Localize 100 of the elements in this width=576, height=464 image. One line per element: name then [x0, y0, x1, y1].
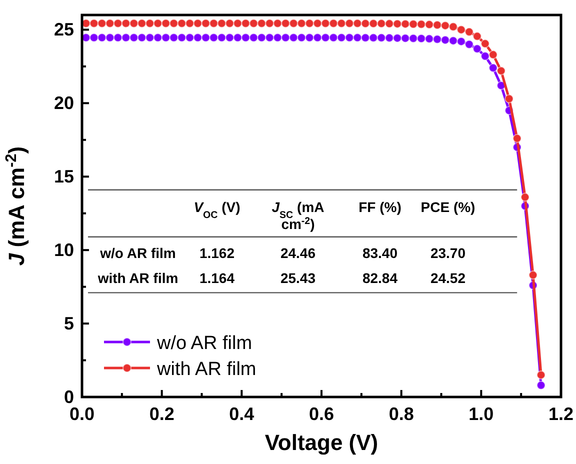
annotation: with AR film: [96, 270, 178, 286]
annotation: 1.162: [199, 244, 235, 261]
point: [432, 20, 442, 30]
point: [201, 33, 210, 42]
x-tick-label: 1.2: [548, 404, 574, 424]
point: [496, 66, 506, 76]
point: [113, 18, 122, 28]
y-tick-label: 25: [54, 20, 74, 40]
point: [368, 19, 378, 28]
annotation: J$_{SC}$ (mA cm$^{-2}$): [272, 198, 324, 232]
annotation: PCE (%): [420, 198, 476, 215]
annotation: w/o AR film: [99, 244, 176, 261]
point: [416, 34, 426, 44]
point: [472, 44, 482, 54]
point: [488, 63, 498, 72]
point: [320, 33, 330, 42]
point: [177, 18, 186, 28]
point: [424, 34, 434, 44]
point: [344, 33, 354, 42]
point: [328, 18, 338, 28]
legend-label: with AR film: [156, 359, 256, 380]
point: [217, 33, 226, 42]
point: [440, 35, 450, 44]
point: [392, 34, 402, 43]
point: [257, 33, 266, 42]
point: [400, 19, 410, 28]
point: [536, 370, 546, 380]
point: [328, 33, 338, 42]
point: [185, 18, 194, 28]
point: [352, 18, 362, 28]
point: [464, 40, 474, 49]
point: [249, 18, 258, 28]
y-tick-label: 5: [64, 314, 74, 334]
legend-label: w/o AR film: [156, 333, 252, 354]
point: [384, 33, 394, 42]
point: [368, 33, 378, 42]
point: [241, 18, 250, 28]
point: [305, 33, 314, 42]
annotation: 23.70: [430, 244, 466, 261]
point: [129, 18, 138, 28]
point: [249, 33, 258, 42]
point: [97, 33, 106, 42]
annotation: V$_{OC}$ (V): [194, 198, 240, 220]
point: [504, 94, 514, 104]
point: [480, 52, 490, 61]
annotation: 1.164: [199, 270, 235, 286]
point: [408, 34, 418, 43]
y-tick-label: 15: [54, 166, 74, 187]
point: [153, 33, 162, 42]
point: [376, 33, 386, 42]
point: [177, 33, 186, 42]
x-tick-label: 0.0: [69, 404, 95, 424]
point: [129, 33, 138, 42]
point: [97, 18, 106, 28]
point: [137, 33, 146, 42]
point: [289, 33, 298, 42]
point: [265, 33, 274, 42]
x-tick-label: 0.6: [308, 404, 334, 424]
y-tick-label: 20: [54, 93, 74, 114]
point: [528, 270, 538, 280]
point: [265, 18, 274, 28]
annotation: 82.84: [362, 270, 398, 286]
point: [480, 39, 490, 48]
point: [297, 18, 306, 28]
point: [153, 18, 162, 28]
point: [400, 34, 410, 43]
annotation: 24.52: [430, 270, 466, 286]
point: [273, 18, 282, 28]
point: [512, 134, 522, 143]
point: [105, 33, 114, 42]
point: [305, 18, 314, 28]
point: [352, 33, 362, 42]
y-tick-label: 10: [54, 240, 74, 260]
annotation: 24.46: [280, 244, 316, 261]
point: [257, 18, 266, 28]
point: [336, 33, 346, 42]
point: [416, 20, 426, 29]
point: [281, 18, 290, 28]
point: [456, 36, 466, 46]
point: [89, 18, 98, 28]
point: [169, 18, 178, 28]
point: [313, 33, 322, 42]
x-tick-label: 0.8: [388, 404, 414, 424]
point: [121, 18, 130, 28]
x-axis-title: Voltage (V): [264, 430, 378, 455]
point: [472, 32, 482, 41]
annotation: 83.40: [362, 244, 398, 261]
x-tick-label: 0.4: [229, 404, 254, 424]
point: [145, 18, 154, 28]
point: [320, 18, 330, 28]
point: [456, 25, 466, 34]
point: [193, 33, 202, 42]
point: [137, 18, 146, 28]
point: [225, 18, 234, 28]
point: [201, 18, 210, 28]
point: [536, 380, 546, 390]
point: [440, 21, 450, 30]
point: [233, 33, 242, 42]
point: [121, 33, 130, 42]
point: [233, 18, 242, 28]
